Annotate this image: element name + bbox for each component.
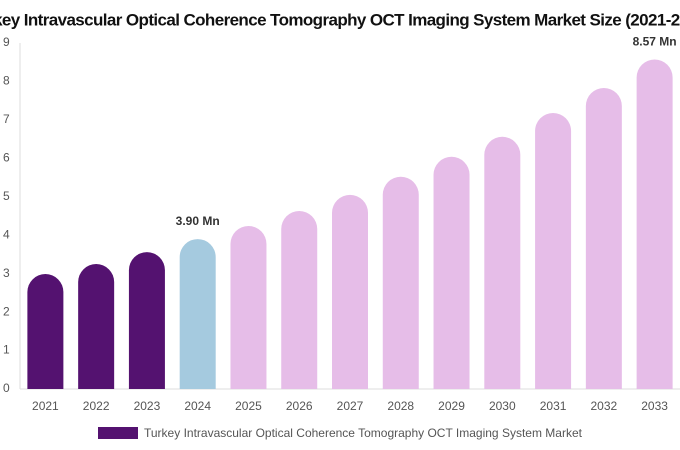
bar — [179, 239, 216, 389]
bar — [332, 194, 368, 389]
x-tick-label: 2025 — [235, 399, 262, 413]
y-tick-label: 4 — [3, 227, 10, 241]
y-tick-label: 5 — [3, 189, 10, 203]
x-tick-label: 2032 — [590, 399, 617, 413]
x-tick-label: 2022 — [83, 399, 110, 413]
bar — [128, 252, 165, 389]
y-tick-label: 8 — [3, 74, 10, 88]
y-tick-label: 6 — [3, 151, 10, 165]
chart-title: Turkey Intravascular Optical Coherence T… — [0, 10, 680, 29]
x-tick-label: 2033 — [641, 399, 668, 413]
x-tick-label: 2031 — [540, 399, 567, 413]
x-tick-label: 2029 — [438, 399, 465, 413]
x-tick-label: 2026 — [286, 399, 313, 413]
bar — [230, 225, 267, 389]
bar — [535, 112, 572, 390]
y-tick-label: 0 — [3, 381, 10, 395]
y-tick-label: 3 — [3, 266, 10, 280]
data-label: 8.57 Mn — [633, 35, 677, 49]
x-tick-label: 2023 — [134, 399, 161, 413]
bar — [281, 211, 318, 389]
bar — [78, 264, 115, 389]
x-tick-label: 2027 — [337, 399, 364, 413]
x-tick-label: 2030 — [489, 399, 516, 413]
x-tick-label: 2021 — [32, 399, 59, 413]
data-label: 3.90 Mn — [176, 214, 220, 228]
bar — [636, 59, 673, 390]
bar — [433, 156, 470, 389]
y-tick-label: 2 — [3, 304, 10, 318]
bar — [484, 136, 521, 389]
x-tick-label: 2028 — [387, 399, 414, 413]
legend-swatch — [98, 427, 138, 439]
bar — [27, 274, 64, 389]
y-tick-label: 1 — [3, 343, 10, 357]
x-tick-label: 2024 — [184, 399, 211, 413]
y-tick-label: 7 — [3, 112, 10, 126]
bar — [585, 87, 622, 389]
legend-label: Turkey Intravascular Optical Coherence T… — [144, 426, 583, 440]
bar — [382, 176, 419, 389]
y-tick-label: 9 — [3, 35, 10, 49]
